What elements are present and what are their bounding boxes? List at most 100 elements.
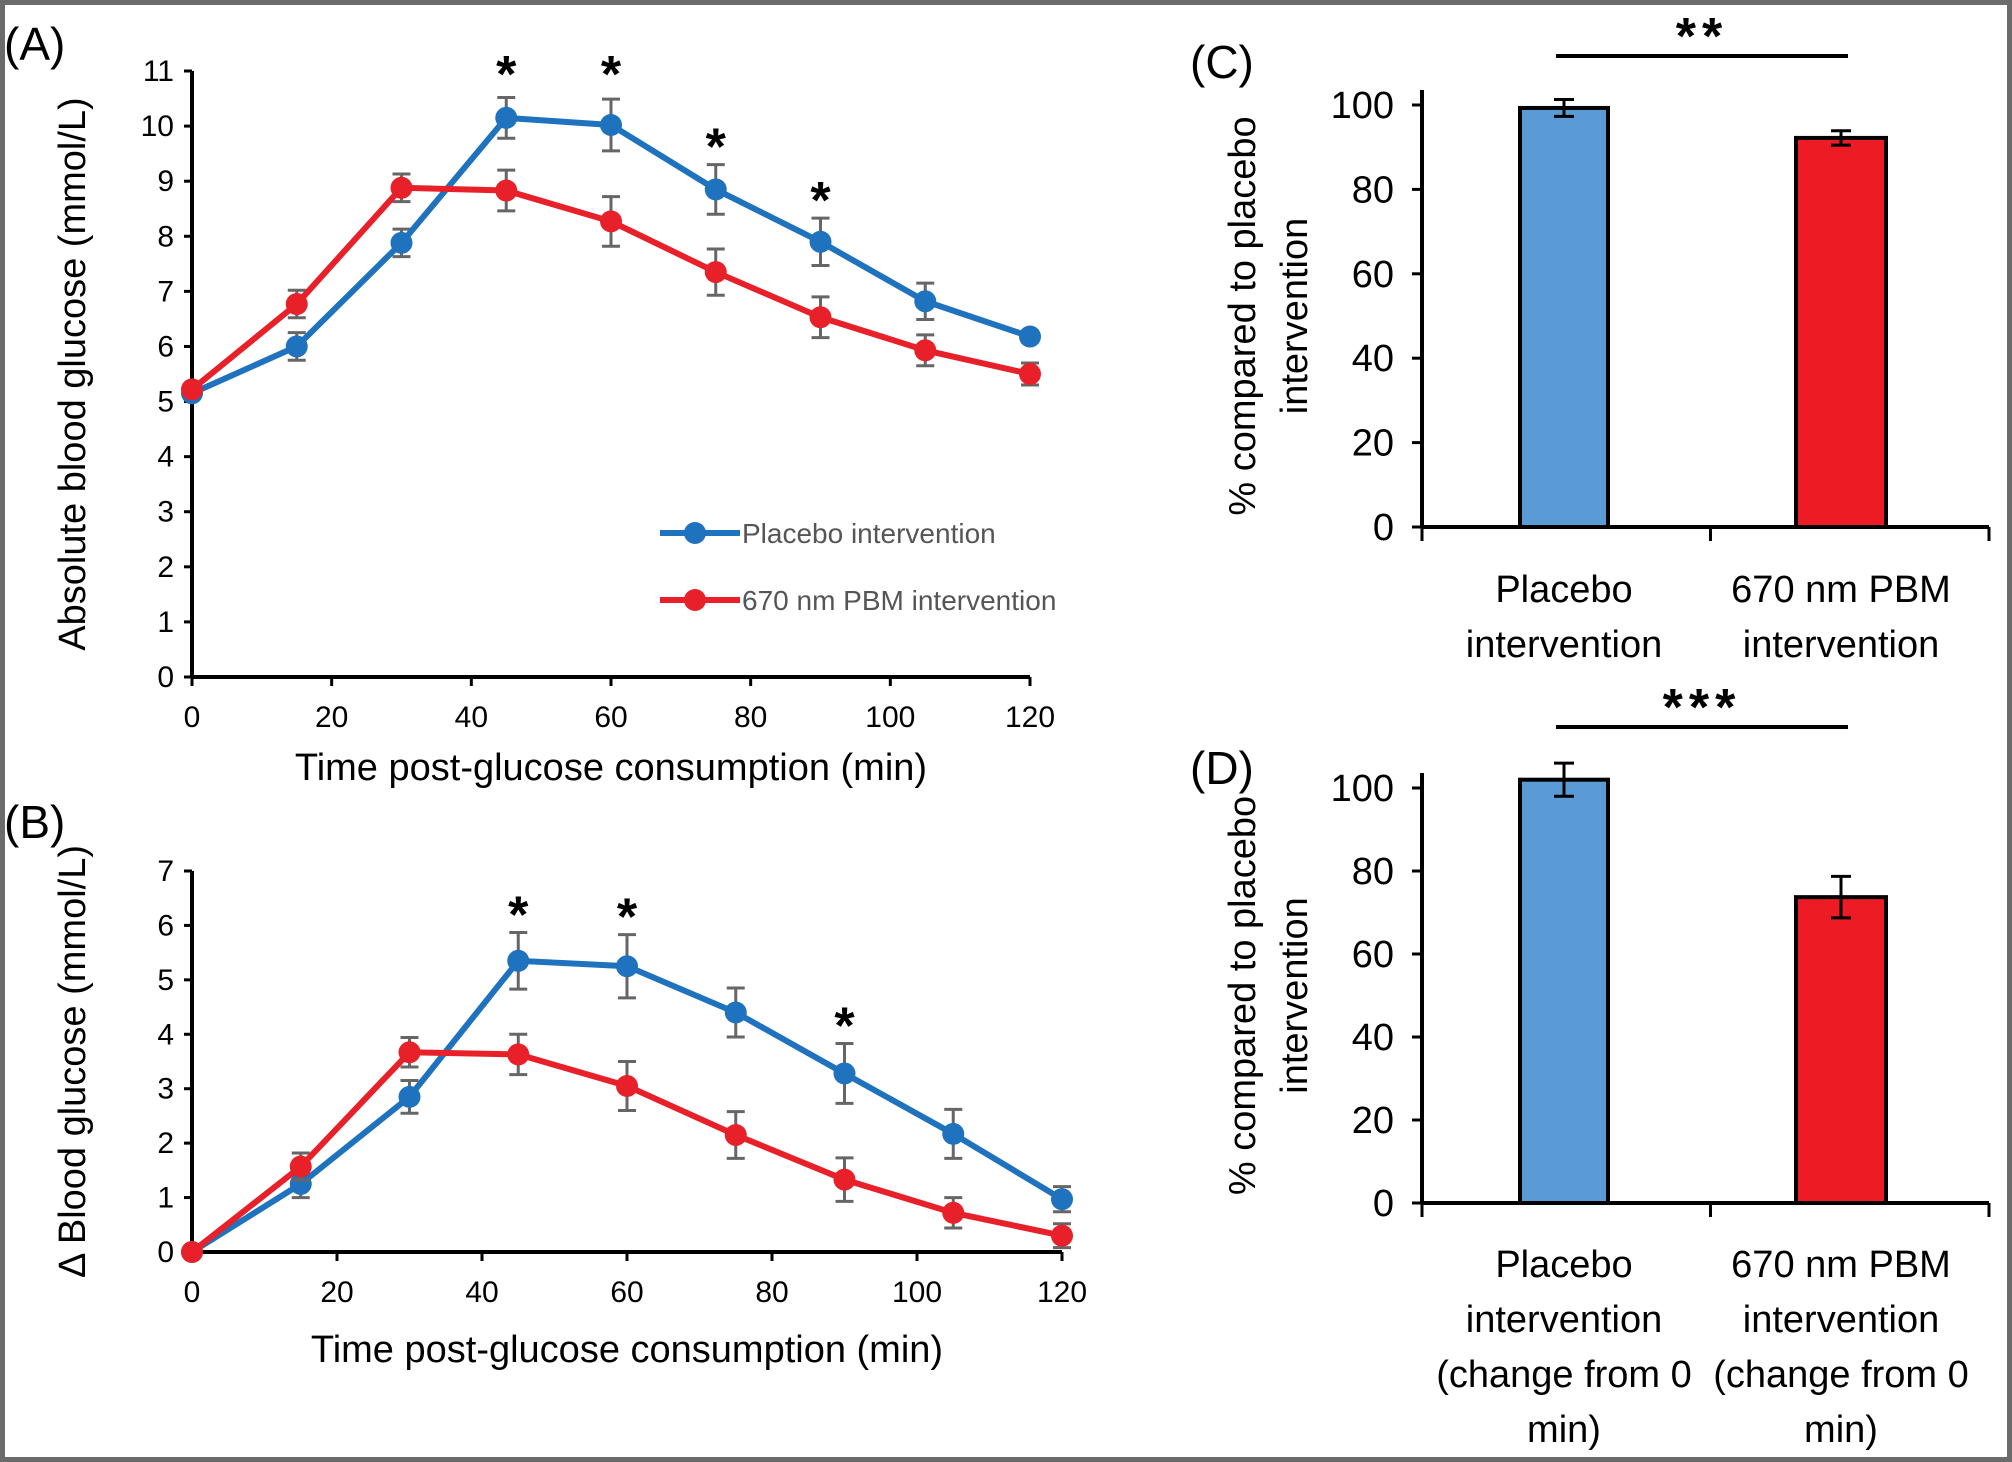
data-point [833, 1062, 856, 1085]
series-line [190, 114, 1031, 397]
category-label: intervention [1466, 624, 1662, 666]
data-point [285, 335, 308, 358]
significance-stars: *** [1663, 679, 1742, 737]
category-label: intervention [1743, 624, 1939, 666]
data-point [398, 1085, 421, 1108]
x-tick-label: 120 [1005, 701, 1055, 734]
y-tick-label: 0 [157, 661, 174, 694]
category-label: intervention [1466, 1299, 1662, 1341]
y-tick-label: 60 [1352, 254, 1394, 296]
significance-star: * [617, 889, 638, 947]
bar-placebo [1518, 105, 1610, 529]
data-point [914, 290, 937, 313]
data-point [495, 179, 518, 202]
data-point [809, 230, 832, 253]
y-tick-label: 4 [157, 1018, 174, 1051]
data-point [616, 955, 638, 978]
y-tick-label: 40 [1352, 338, 1394, 380]
data-point [1019, 363, 1041, 385]
y-tick-label: 8 [157, 220, 174, 253]
y-axis-title: % compared to placebo [1222, 796, 1264, 1195]
legend-label: Placebo intervention [742, 518, 996, 549]
x-tick-label: 100 [892, 1276, 942, 1309]
data-point [724, 1123, 747, 1146]
category-label: min) [1804, 1409, 1878, 1451]
data-point [1051, 1188, 1073, 1211]
y-tick-label: 100 [1331, 768, 1394, 810]
panel-label: (D) [1190, 742, 1254, 794]
data-point [704, 178, 727, 201]
data-point [942, 1122, 965, 1145]
y-tick-label: 100 [1331, 85, 1394, 127]
data-point [495, 106, 518, 129]
panel-label: (B) [5, 796, 65, 848]
y-axis-title: intervention [1274, 897, 1316, 1093]
y-tick-label: 2 [157, 551, 174, 584]
data-point [1051, 1224, 1073, 1247]
x-tick-label: 40 [455, 701, 488, 734]
y-tick-label: 5 [157, 964, 174, 997]
panel-label: (C) [1190, 36, 1254, 88]
x-tick-label: 0 [184, 701, 201, 734]
y-tick-label: 20 [1352, 423, 1394, 465]
y-tick-label: 5 [157, 386, 174, 419]
bar-placebo [1518, 777, 1610, 1205]
data-point [1019, 325, 1041, 348]
y-tick-label: 11 [143, 55, 174, 88]
x-tick-label: 60 [610, 1276, 643, 1309]
y-tick-label: 6 [157, 909, 174, 942]
x-tick-label: 120 [1037, 1276, 1087, 1309]
category-label: intervention [1743, 1299, 1939, 1341]
category-label: min) [1527, 1409, 1601, 1451]
y-tick-label: 9 [157, 165, 174, 198]
x-tick-label: 80 [734, 701, 767, 734]
significance-star: * [508, 887, 529, 945]
y-tick-label: 2 [157, 1127, 174, 1160]
data-point [507, 1043, 530, 1066]
x-tick-label: 20 [315, 701, 348, 734]
y-axis-title: Absolute blood glucose (mmol/L) [52, 97, 94, 650]
y-tick-label: 1 [157, 1182, 174, 1215]
data-point [600, 210, 622, 233]
significance-star: * [496, 46, 517, 104]
y-tick-label: 4 [157, 441, 174, 474]
significance-star: * [834, 998, 855, 1056]
y-tick-label: 3 [157, 1073, 174, 1106]
significance-star: * [601, 46, 622, 104]
x-tick-label: 80 [755, 1276, 788, 1309]
y-tick-label: 40 [1352, 1017, 1394, 1059]
y-tick-label: 3 [157, 496, 174, 529]
series-placebo [181, 95, 1041, 405]
data-point [724, 1001, 747, 1024]
data-point [390, 176, 413, 199]
x-tick-label: 40 [465, 1276, 498, 1309]
data-point [285, 293, 308, 316]
y-axis-title: intervention [1274, 218, 1316, 414]
y-tick-label: 0 [1373, 507, 1394, 549]
significance-stars: ** [1676, 8, 1728, 66]
y-tick-label: 80 [1352, 169, 1394, 211]
y-tick-label: 1 [157, 606, 174, 639]
data-point [398, 1041, 421, 1064]
y-tick-label: 7 [157, 275, 174, 308]
category-label: Placebo [1495, 1244, 1632, 1286]
data-point [181, 1241, 203, 1263]
category-label: (change from 0 [1713, 1354, 1969, 1396]
data-point [616, 1074, 638, 1097]
x-tick-label: 60 [594, 701, 627, 734]
data-point [181, 378, 203, 401]
x-tick-label: 0 [184, 1276, 201, 1309]
data-point [600, 113, 622, 136]
panel-label: (A) [5, 18, 65, 70]
data-point [809, 306, 832, 329]
data-point [942, 1201, 965, 1224]
data-point [390, 231, 413, 254]
category-label: Placebo [1495, 569, 1632, 611]
legend-marker [684, 589, 706, 611]
x-axis-title: Time post-glucose consumption (min) [295, 747, 927, 789]
legend-label: 670 nm PBM intervention [742, 585, 1056, 616]
bar-pbm [1794, 135, 1888, 530]
bar-pbm [1794, 895, 1888, 1206]
